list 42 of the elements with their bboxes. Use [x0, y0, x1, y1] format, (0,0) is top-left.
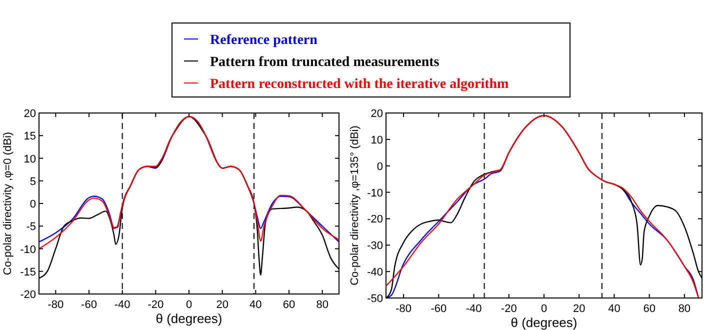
x-tick-label: -20	[148, 299, 164, 311]
x-tick-label: 0	[540, 303, 548, 315]
x-tick-label: 40	[608, 303, 620, 315]
y-tick-label: 10	[370, 134, 383, 146]
x-tick-label: 40	[250, 299, 262, 311]
y-tick-label: 20	[370, 108, 383, 120]
x-tick-label: 60	[643, 303, 656, 315]
y-tick-label: -10	[367, 187, 383, 200]
y-tick-label: -5	[26, 221, 36, 234]
legend-label: Pattern reconstructed with the iterative algorithm	[210, 77, 510, 92]
x-tick-label: 80	[316, 299, 328, 311]
x-tick-label: 0	[186, 299, 192, 311]
x-tick-label: 20	[572, 303, 586, 315]
y-axis-title: Co-polar directivity ,φ=0 (dBi)	[2, 132, 14, 276]
y-tick-label: 0	[376, 160, 383, 173]
legend-label: Reference pattern	[210, 33, 318, 48]
x-tick-label: 20	[216, 299, 228, 311]
y-tick-label: -50	[367, 293, 383, 305]
x-tick-label: -40	[114, 299, 130, 311]
x-tick-label: -60	[430, 303, 447, 315]
y-tick-label: -40	[367, 266, 383, 279]
y-tick-label: 10	[24, 153, 36, 166]
y-tick-label: 15	[24, 130, 36, 143]
y-tick-label: -20	[20, 289, 36, 301]
x-tick-label: 60	[282, 299, 296, 311]
y-tick-label: -20	[367, 214, 383, 226]
y-tick-label: -15	[20, 266, 36, 278]
x-tick-label: -20	[500, 303, 517, 315]
x-tick-label: 80	[678, 303, 691, 315]
x-axis-title: θ (degrees)	[156, 311, 222, 326]
x-tick-label: -60	[81, 299, 97, 311]
x-tick-label: -40	[466, 303, 482, 315]
x-axis-title: θ (degrees)	[510, 315, 578, 330]
x-tick-label: -80	[48, 299, 64, 311]
y-tick-label: 20	[24, 108, 36, 120]
x-tick-label: -80	[396, 303, 412, 315]
legend-label: Pattern from truncated measurements	[210, 55, 440, 70]
y-tick-label: -30	[367, 240, 383, 252]
y-axis-title: Co-polar directivity ,φ=135° (dBi)	[349, 126, 361, 286]
y-tick-label: 0	[30, 198, 36, 210]
y-tick-label: 5	[30, 176, 36, 188]
y-tick-label: -10	[20, 244, 36, 256]
